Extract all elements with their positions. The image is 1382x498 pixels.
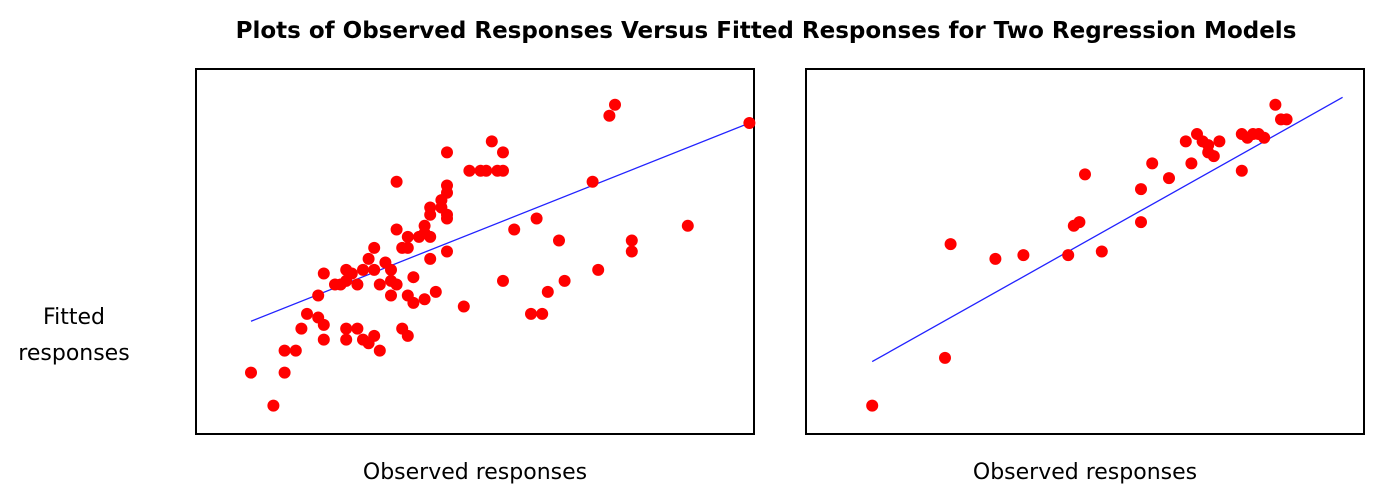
data-point <box>345 267 358 280</box>
data-point <box>340 333 353 346</box>
data-point <box>368 241 381 254</box>
data-point <box>351 278 364 291</box>
data-point <box>373 344 386 357</box>
data-point <box>278 366 291 379</box>
data-point <box>1235 164 1248 177</box>
data-point <box>497 164 509 177</box>
data-point <box>441 212 453 225</box>
x-axis-label-right: Observed responses <box>972 460 1198 485</box>
data-point <box>390 278 403 291</box>
data-point <box>441 245 453 258</box>
data-point <box>373 278 386 291</box>
data-point <box>368 263 381 276</box>
data-point <box>390 175 403 188</box>
data-point <box>441 146 453 159</box>
data-point <box>1135 183 1147 196</box>
data-point <box>295 322 308 335</box>
data-point <box>480 164 493 177</box>
data-point <box>407 296 420 309</box>
data-point <box>1017 249 1030 262</box>
data-point <box>485 135 498 148</box>
data-point <box>939 351 951 364</box>
data-point <box>401 241 414 254</box>
data-point <box>625 245 638 258</box>
data-point <box>1258 131 1271 144</box>
data-point <box>497 274 509 287</box>
data-point <box>267 399 280 412</box>
data-point <box>1135 216 1147 229</box>
data-point <box>497 146 509 159</box>
data-point <box>390 223 403 236</box>
data-point <box>301 307 313 320</box>
data-point <box>743 117 756 130</box>
data-point <box>1207 150 1220 163</box>
data-point <box>424 252 437 265</box>
data-point <box>312 289 325 302</box>
data-point <box>351 322 364 335</box>
data-point <box>317 333 330 346</box>
data-point <box>317 267 330 280</box>
data-point <box>463 164 476 177</box>
data-point <box>385 289 397 302</box>
data-point <box>586 175 599 188</box>
data-point <box>1079 168 1091 181</box>
data-point <box>1280 113 1293 126</box>
data-point <box>1062 249 1075 262</box>
data-point <box>553 234 565 247</box>
data-point <box>317 318 330 331</box>
data-point <box>525 307 537 320</box>
data-point <box>401 329 414 342</box>
data-point <box>1213 135 1226 148</box>
x-axis-label-left: Observed responses <box>362 460 588 485</box>
chart-title: Plots of Observed Responses Versus Fitte… <box>235 18 1297 44</box>
data-point <box>1163 172 1175 185</box>
data-point <box>457 300 470 313</box>
data-point <box>424 230 437 243</box>
data-point <box>289 344 302 357</box>
data-point <box>245 366 257 379</box>
data-point <box>357 263 369 276</box>
data-point <box>536 307 549 320</box>
data-point <box>1095 245 1108 258</box>
data-point <box>603 109 616 122</box>
y-axis-label: Fitted responses <box>18 305 130 366</box>
data-point <box>625 234 638 247</box>
data-point <box>508 223 521 236</box>
data-point <box>278 344 291 357</box>
data-point <box>530 212 543 225</box>
data-point <box>401 230 414 243</box>
data-point <box>1269 98 1282 111</box>
plot-panel-2 <box>805 68 1365 435</box>
data-point <box>362 252 375 265</box>
data-point <box>609 98 621 111</box>
data-point <box>418 293 431 306</box>
data-point <box>558 274 571 287</box>
data-point <box>541 285 554 298</box>
data-point <box>1185 157 1198 170</box>
data-point <box>368 329 381 342</box>
plot-frame <box>805 68 1365 435</box>
data-point <box>407 271 420 284</box>
data-point <box>944 238 957 251</box>
data-point <box>681 219 694 232</box>
plot-frame <box>195 68 755 435</box>
data-point <box>1146 157 1159 170</box>
data-point <box>424 208 437 221</box>
data-point <box>866 399 879 412</box>
data-point <box>1179 135 1192 148</box>
plot-panel-1 <box>195 68 756 435</box>
data-point <box>441 186 453 199</box>
data-point <box>385 263 397 276</box>
data-point <box>1073 216 1086 229</box>
fit-line <box>871 96 1343 363</box>
data-point <box>592 263 605 276</box>
data-point <box>429 285 442 298</box>
data-point <box>989 252 1002 265</box>
data-point <box>340 322 353 335</box>
